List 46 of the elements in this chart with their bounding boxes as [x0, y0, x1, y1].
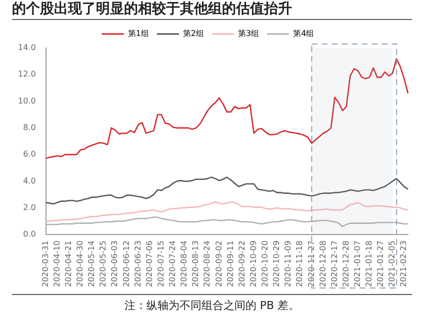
x-tick-label: 2020-06-23 — [133, 240, 142, 288]
x-tick-label: 2020-11-27 — [306, 240, 316, 288]
x-tick-label: 2020-12-08 — [318, 240, 328, 288]
x-tick-label: 2020-11-09 — [284, 240, 293, 288]
x-tick-label: 2021-01-27 — [376, 240, 386, 288]
x-tick-label: 2020-04-10 — [52, 240, 62, 288]
x-tick-label: 2020-08-24 — [202, 240, 212, 288]
x-tick-label: 2020-05-14 — [87, 240, 96, 288]
legend-label: 第1组 — [128, 29, 149, 38]
x-tick-label: 2020-07-15 — [156, 240, 166, 288]
x-tick-label: 2020-05-25 — [98, 240, 108, 288]
x-tick-label: 2020-08-13 — [191, 240, 200, 288]
x-tick-label: 2020-08-04 — [180, 240, 189, 288]
x-tick-label: 2020-07-24 — [168, 240, 178, 288]
x-tick-label: 2020-07-06 — [144, 240, 154, 288]
text: 注：纵轴为不同组合之间的 PB 差。 — [12, 294, 412, 313]
y-tick-label: 8.0 — [23, 123, 36, 132]
x-tick-label: 2021-02-05 — [388, 240, 397, 288]
legend-label: 第3组 — [238, 29, 260, 38]
x-tick-label: 2020-06-03 — [110, 240, 120, 288]
y-tick-label: 14.0 — [18, 43, 36, 52]
x-tick-label: 2021-01-18 — [364, 240, 374, 288]
x-tick-label: 2020-03-31 — [40, 240, 50, 288]
x-tick-label: 2020-12-28 — [341, 240, 350, 288]
x-tick-label: 2020-04-21 — [64, 240, 74, 288]
x-tick-label: 2021-02-23 — [399, 240, 408, 288]
y-tick-label: 2.0 — [23, 202, 36, 212]
x-tick-label: 2020-06-12 — [122, 240, 131, 288]
chart-title: 的个股出现了明显的相较于其他组的估值抬升 — [12, 0, 412, 20]
x-tick-label: 2020-09-22 — [237, 240, 246, 288]
x-tick-label: 2020-12-17 — [330, 240, 339, 288]
x-tick-label: 2021-01-07 — [352, 240, 362, 288]
y-tick-label: 10.0 — [18, 96, 36, 106]
x-tick-label: 2020-10-09 — [248, 240, 258, 288]
y-tick-label: 0.0 — [23, 230, 36, 239]
x-tick-label: 2020-11-18 — [295, 240, 304, 288]
y-tick-label: 4.0 — [23, 176, 36, 186]
x-tick-label: 2020-10-29 — [272, 240, 282, 288]
x-tick-label: 2020-09-02 — [214, 240, 224, 288]
legend-label: 第2组 — [182, 29, 204, 38]
x-tick-label: 2020-09-11 — [226, 240, 235, 288]
legend-label: 第4组 — [293, 29, 314, 38]
y-tick-label: 6.0 — [23, 150, 36, 159]
x-tick-label: 2020-04-30 — [76, 240, 85, 288]
y-tick-label: 12.0 — [18, 70, 36, 79]
x-tick-label: 2020-10-20 — [260, 240, 270, 288]
